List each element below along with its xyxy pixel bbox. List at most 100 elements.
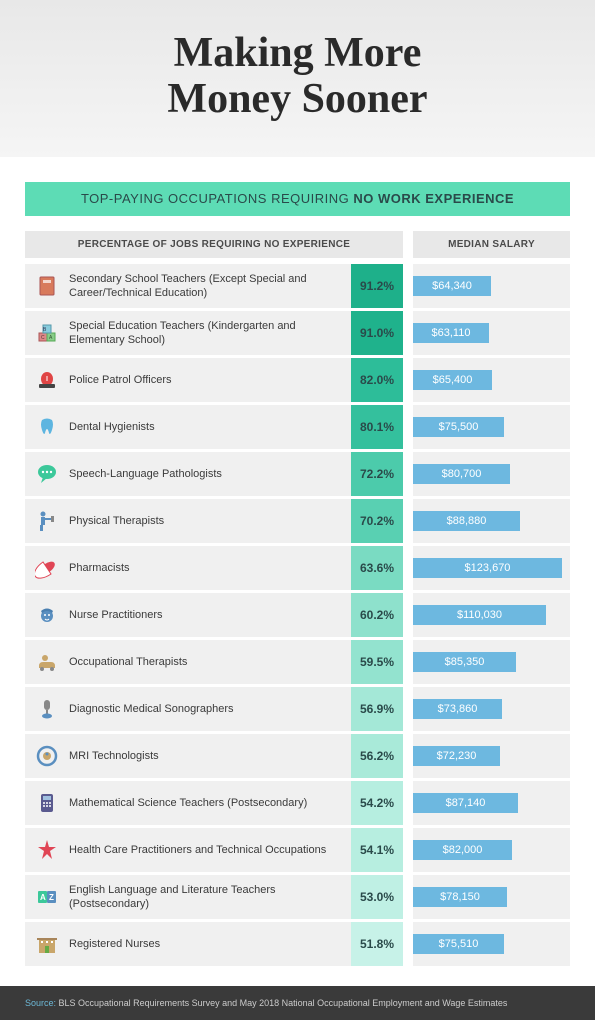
ot-icon bbox=[25, 650, 69, 674]
pill-icon bbox=[25, 556, 69, 580]
percentage-cell: 63.6% bbox=[351, 546, 403, 590]
salary-bar: $78,150 bbox=[413, 887, 507, 907]
salary-cell: $64,340 bbox=[413, 264, 570, 308]
subtitle-bold: NO WORK EXPERIENCE bbox=[353, 191, 514, 206]
calc-icon bbox=[25, 791, 69, 815]
occupation-label: Mathematical Science Teachers (Postsecon… bbox=[69, 796, 351, 810]
table-row: Physical Therapists70.2% $88,880 bbox=[25, 499, 570, 543]
subtitle-prefix: TOP-PAYING OCCUPATIONS REQUIRING bbox=[81, 191, 353, 206]
occupation-label: MRI Technologists bbox=[69, 749, 351, 763]
row-left: Diagnostic Medical Sonographers56.9% bbox=[25, 687, 403, 731]
salary-bar: $72,230 bbox=[413, 746, 500, 766]
percentage-cell: 54.1% bbox=[351, 828, 403, 872]
percentage-cell: 80.1% bbox=[351, 405, 403, 449]
row-left: Occupational Therapists59.5% bbox=[25, 640, 403, 684]
column-headers: PERCENTAGE OF JOBS REQUIRING NO EXPERIEN… bbox=[0, 231, 595, 258]
source-label: Source: bbox=[25, 998, 56, 1008]
occupation-label: Dental Hygienists bbox=[69, 420, 351, 434]
salary-bar: $123,670 bbox=[413, 558, 562, 578]
salary-cell: $87,140 bbox=[413, 781, 570, 825]
salary-bar: $87,140 bbox=[413, 793, 518, 813]
left-column-header: PERCENTAGE OF JOBS REQUIRING NO EXPERIEN… bbox=[25, 231, 403, 258]
occupation-label: Health Care Practitioners and Technical … bbox=[69, 843, 351, 857]
table-row: BCASpecial Education Teachers (Kindergar… bbox=[25, 311, 570, 355]
salary-cell: $75,500 bbox=[413, 405, 570, 449]
salary-cell: $85,350 bbox=[413, 640, 570, 684]
salary-bar: $63,110 bbox=[413, 323, 489, 343]
row-left: Dental Hygienists80.1% bbox=[25, 405, 403, 449]
rows-container: Secondary School Teachers (Except Specia… bbox=[0, 264, 595, 966]
percentage-cell: 60.2% bbox=[351, 593, 403, 637]
speech-icon bbox=[25, 462, 69, 486]
salary-bar: $75,510 bbox=[413, 934, 504, 954]
row-left: Secondary School Teachers (Except Specia… bbox=[25, 264, 403, 308]
tooth-icon bbox=[25, 415, 69, 439]
percentage-cell: 51.8% bbox=[351, 922, 403, 966]
salary-cell: $78,150 bbox=[413, 875, 570, 919]
percentage-cell: 56.9% bbox=[351, 687, 403, 731]
occupation-label: English Language and Literature Teachers… bbox=[69, 883, 351, 912]
row-left: MRI Technologists56.2% bbox=[25, 734, 403, 778]
salary-bar: $73,860 bbox=[413, 699, 502, 719]
nurse-icon bbox=[25, 603, 69, 627]
occupation-label: Special Education Teachers (Kindergarten… bbox=[69, 319, 351, 348]
title-line-1: Making More bbox=[174, 30, 422, 76]
header: Making More Money Sooner bbox=[0, 0, 595, 157]
right-column-header: MEDIAN SALARY bbox=[413, 231, 570, 258]
salary-bar: $64,340 bbox=[413, 276, 491, 296]
source-text: BLS Occupational Requirements Survey and… bbox=[56, 998, 507, 1008]
salary-cell: $75,510 bbox=[413, 922, 570, 966]
row-left: Health Care Practitioners and Technical … bbox=[25, 828, 403, 872]
salary-bar: $65,400 bbox=[413, 370, 492, 390]
mri-icon bbox=[25, 744, 69, 768]
occupation-label: Diagnostic Medical Sonographers bbox=[69, 702, 351, 716]
salary-bar: $82,000 bbox=[413, 840, 512, 860]
table-row: Speech-Language Pathologists72.2%$80,700 bbox=[25, 452, 570, 496]
table-row: Pharmacists63.6% $123,670 bbox=[25, 546, 570, 590]
footer: Source: BLS Occupational Requirements Su… bbox=[0, 986, 595, 1020]
az-icon: AZ bbox=[25, 885, 69, 909]
salary-cell: $123,670 bbox=[413, 546, 570, 590]
salary-bar: $110,030 bbox=[413, 605, 546, 625]
table-row: AZEnglish Language and Literature Teache… bbox=[25, 875, 570, 919]
row-left: BCASpecial Education Teachers (Kindergar… bbox=[25, 311, 403, 355]
row-left: Registered Nurses51.8% bbox=[25, 922, 403, 966]
percentage-cell: 82.0% bbox=[351, 358, 403, 402]
main-title: Making More Money Sooner bbox=[20, 30, 575, 122]
svg-text:A: A bbox=[40, 893, 46, 902]
sono-icon bbox=[25, 697, 69, 721]
salary-bar: $88,880 bbox=[413, 511, 520, 531]
table-row: Secondary School Teachers (Except Specia… bbox=[25, 264, 570, 308]
table-row: MRI Technologists56.2% $72,230 bbox=[25, 734, 570, 778]
salary-cell: $88,880 bbox=[413, 499, 570, 543]
table-row: Dental Hygienists80.1%$75,500 bbox=[25, 405, 570, 449]
salary-cell: $110,030 bbox=[413, 593, 570, 637]
pt-icon bbox=[25, 509, 69, 533]
occupation-label: Pharmacists bbox=[69, 561, 351, 575]
siren-icon bbox=[25, 368, 69, 392]
salary-cell: $80,700 bbox=[413, 452, 570, 496]
salary-cell: $73,860 bbox=[413, 687, 570, 731]
salary-cell: $72,230 bbox=[413, 734, 570, 778]
title-line-2: Money Sooner bbox=[167, 76, 427, 122]
medstar-icon bbox=[25, 838, 69, 862]
row-left: Police Patrol Officers82.0% bbox=[25, 358, 403, 402]
table-row: Nurse Practitioners60.2% $110,030 bbox=[25, 593, 570, 637]
row-left: Speech-Language Pathologists72.2% bbox=[25, 452, 403, 496]
table-row: Diagnostic Medical Sonographers56.9% $73,… bbox=[25, 687, 570, 731]
table-row: Occupational Therapists59.5%$85,350 bbox=[25, 640, 570, 684]
percentage-cell: 91.2% bbox=[351, 264, 403, 308]
percentage-cell: 70.2% bbox=[351, 499, 403, 543]
salary-cell: $82,000 bbox=[413, 828, 570, 872]
table-row: Registered Nurses51.8% $75,510 bbox=[25, 922, 570, 966]
percentage-cell: 91.0% bbox=[351, 311, 403, 355]
salary-cell: $65,400 bbox=[413, 358, 570, 402]
occupation-label: Occupational Therapists bbox=[69, 655, 351, 669]
row-left: Nurse Practitioners60.2% bbox=[25, 593, 403, 637]
table-row: Mathematical Science Teachers (Postsecon… bbox=[25, 781, 570, 825]
salary-cell: $63,110 bbox=[413, 311, 570, 355]
occupation-label: Registered Nurses bbox=[69, 937, 351, 951]
percentage-cell: 54.2% bbox=[351, 781, 403, 825]
row-left: Physical Therapists70.2% bbox=[25, 499, 403, 543]
percentage-cell: 72.2% bbox=[351, 452, 403, 496]
